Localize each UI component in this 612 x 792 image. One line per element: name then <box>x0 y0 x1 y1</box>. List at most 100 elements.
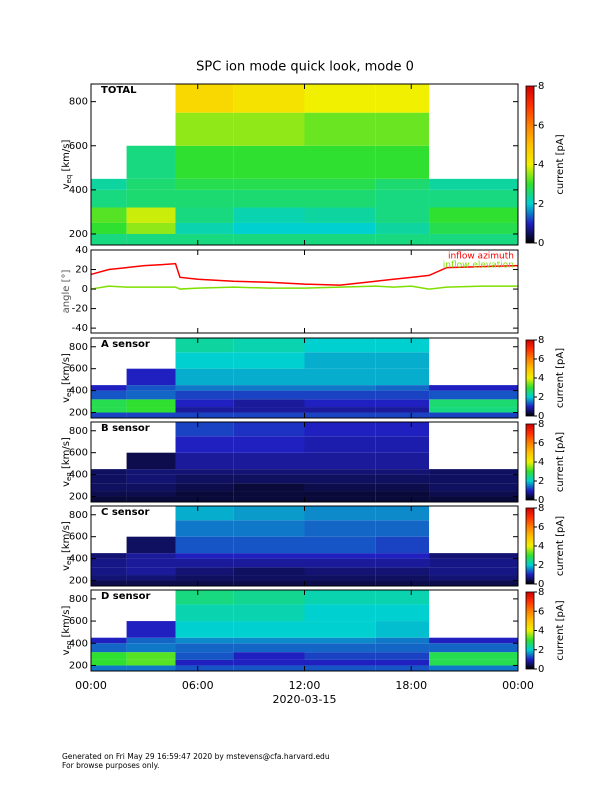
heatmap-cell <box>429 178 518 190</box>
y-tick-label: 200 <box>69 492 88 503</box>
heatmap-cell <box>429 233 518 245</box>
heatmap-cell <box>126 621 176 638</box>
heatmap-cell <box>233 553 305 559</box>
panel-label: C sensor <box>101 507 149 518</box>
heatmap-cell <box>91 575 127 581</box>
heatmap-cell <box>304 422 376 437</box>
colorbar-tick-label: 6 <box>538 120 544 131</box>
heatmap-cell <box>126 483 176 492</box>
x-tick-label: 12:00 <box>289 679 321 692</box>
heatmap-cell <box>175 520 234 537</box>
y-tick-label: 200 <box>69 408 88 419</box>
heatmap-cell <box>429 580 518 586</box>
heatmap-cell <box>375 575 430 581</box>
heatmap-cell <box>233 506 305 521</box>
heatmap-cell <box>175 189 234 208</box>
y-axis-label-part: [km/s] <box>61 353 72 388</box>
heatmap-cell <box>126 659 176 666</box>
heatmap-cell <box>304 368 376 386</box>
heatmap-cell <box>233 338 305 353</box>
heatmap-cell <box>375 483 430 492</box>
chart-title: SPC ion mode quick look, mode 0 <box>196 60 414 75</box>
heatmap-cell <box>175 604 234 622</box>
heatmap-cell <box>233 385 305 391</box>
heatmap-cell <box>375 412 430 418</box>
y-tick-label: 400 <box>69 638 88 649</box>
heatmap-cell <box>304 621 376 638</box>
heatmap-cell <box>429 399 518 408</box>
heatmap-cell <box>126 407 176 413</box>
heatmap-cell <box>175 385 234 391</box>
colorbar-tick-label: 8 <box>538 503 544 514</box>
heatmap-cell <box>126 399 176 408</box>
colorbar-tick-label: 8 <box>538 419 544 430</box>
heatmap-cell <box>429 491 518 497</box>
heatmap-cell <box>126 390 176 400</box>
heatmap-cell <box>375 604 430 622</box>
heatmap-cell <box>304 643 376 653</box>
heatmap-cell <box>233 491 305 497</box>
heatmap-cell <box>304 352 376 369</box>
y-tick-label: 0 <box>82 284 88 295</box>
heatmap-cell <box>375 233 430 245</box>
heatmap-cell <box>91 580 127 586</box>
heatmap-cell <box>91 491 127 497</box>
x-tick-label: 06:00 <box>182 679 214 692</box>
y-tick-label: 600 <box>69 532 88 543</box>
heatmap-cell <box>375 385 430 391</box>
colorbar-label: current [pA] <box>555 516 566 576</box>
heatmap-cell <box>233 558 305 568</box>
heatmap-cell <box>233 520 305 537</box>
heatmap-cell <box>175 506 234 521</box>
heatmap-cell <box>233 604 305 622</box>
heatmap-cell <box>233 422 305 437</box>
heatmap-cell <box>304 665 376 671</box>
heatmap-cell <box>126 536 176 554</box>
heatmap-cell <box>375 407 430 413</box>
heatmap-cell <box>126 567 176 576</box>
footer-line: For browse purposes only. <box>62 761 159 770</box>
colorbar-tick-label: 4 <box>538 626 544 637</box>
y-tick-label: 200 <box>69 576 88 587</box>
heatmap-cell <box>233 580 305 586</box>
y-axis-label: veq [km/s] <box>61 521 73 571</box>
y-axis-label: veq [km/s] <box>61 140 73 190</box>
heatmap-cell <box>304 558 376 568</box>
heatmap-cell <box>304 145 376 179</box>
heatmap-cell <box>429 407 518 413</box>
colorbar <box>525 507 535 585</box>
heatmap-cell <box>175 567 234 576</box>
heatmap-cell <box>375 520 430 537</box>
heatmap-cell <box>91 207 127 223</box>
heatmap-cell <box>429 390 518 400</box>
heatmap-cell <box>126 652 176 660</box>
y-axis-label-part: v <box>61 565 72 571</box>
footer-line: Generated on Fri May 29 16:59:47 2020 by… <box>62 752 330 761</box>
heatmap-cell <box>175 112 234 146</box>
heatmap-cell <box>304 659 376 666</box>
heatmap-cell <box>304 652 376 660</box>
y-axis-label-part: [km/s] <box>61 437 72 472</box>
heatmap-cell <box>375 422 430 437</box>
heatmap-cell <box>233 643 305 653</box>
heatmap-cell <box>429 637 518 644</box>
heatmap-cell <box>304 553 376 559</box>
heatmap-cell <box>233 665 305 671</box>
heatmap-cell <box>233 368 305 386</box>
colorbar-tick-label: 2 <box>538 476 544 487</box>
heatmap-cell <box>375 207 430 223</box>
heatmap-cell <box>126 643 176 653</box>
colorbar-tick-label: 0 <box>538 579 544 590</box>
y-tick-label: 800 <box>69 97 88 108</box>
heatmap-cell <box>375 491 430 497</box>
heatmap-cell <box>233 412 305 418</box>
heatmap-cell <box>126 580 176 586</box>
heatmap-cell <box>375 496 430 502</box>
heatmap-cell <box>175 496 234 502</box>
heatmap-cell <box>375 536 430 554</box>
heatmap-cell <box>175 412 234 418</box>
line-series <box>90 262 519 286</box>
heatmap-cell <box>175 536 234 554</box>
y-tick-label: -20 <box>72 304 88 315</box>
